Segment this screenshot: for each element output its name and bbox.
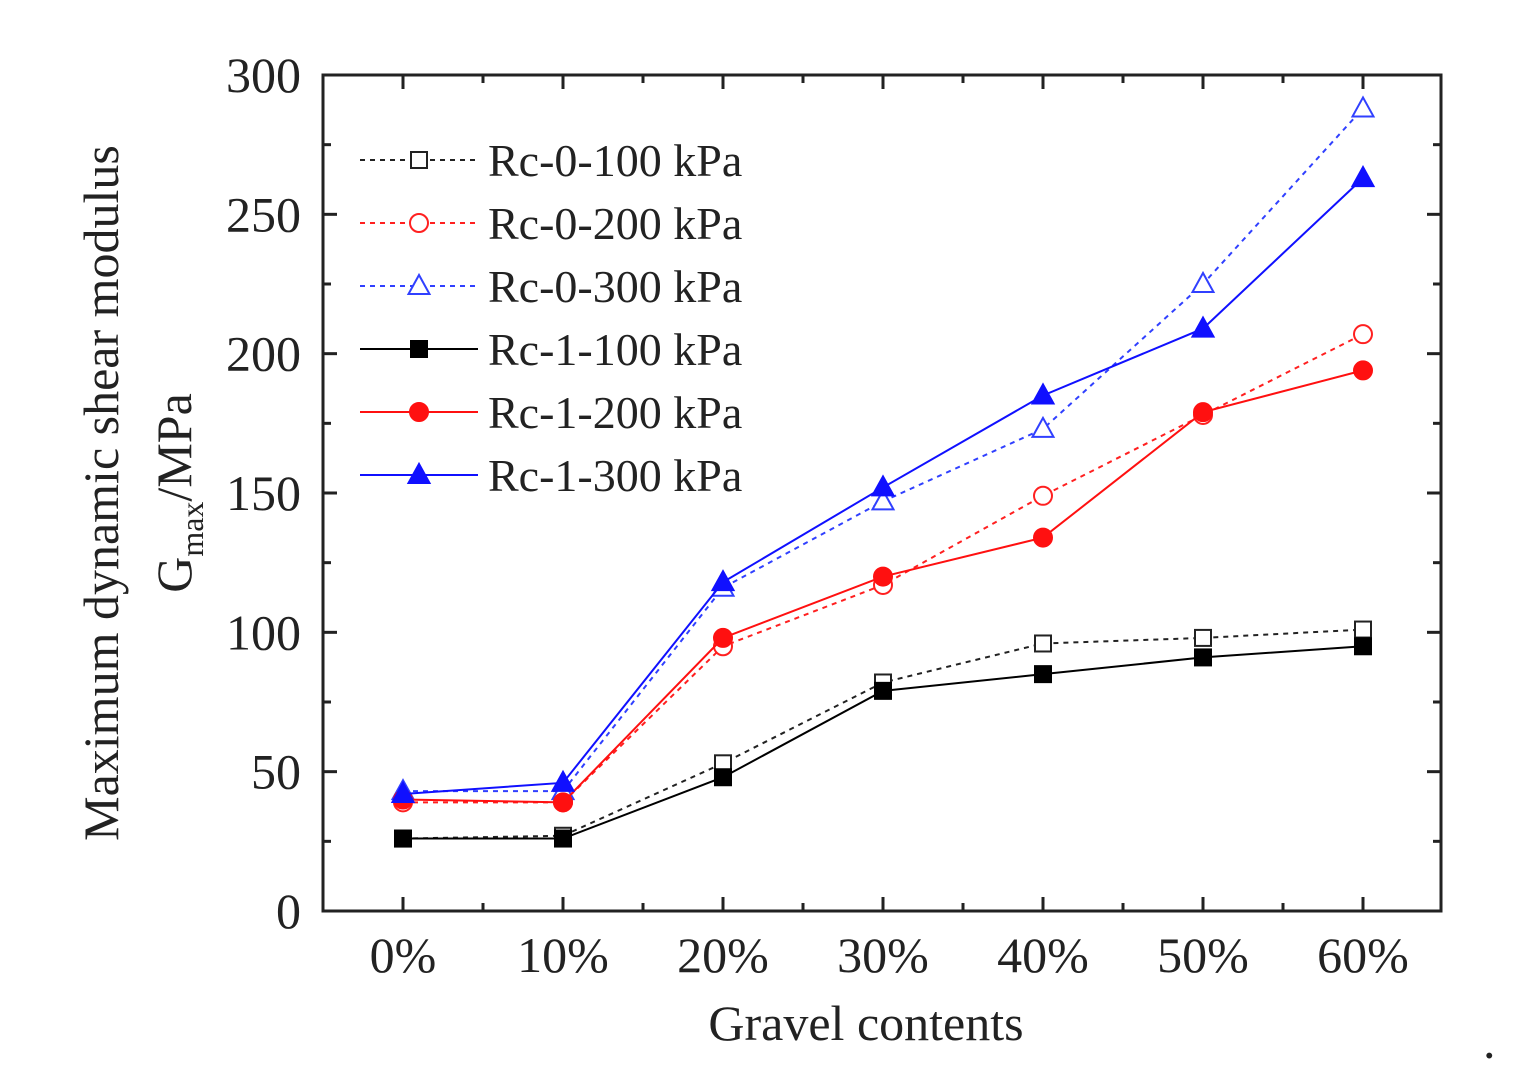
data-point — [1353, 360, 1373, 381]
x-axis-label: Gravel contents — [708, 995, 1023, 1051]
data-point — [1354, 637, 1372, 656]
data-point — [394, 829, 412, 848]
data-point — [1354, 620, 1372, 639]
y-axis-label-symbol: G — [146, 557, 202, 593]
legend-marker — [410, 340, 428, 358]
data-point — [870, 488, 896, 511]
y-tick-label: 300 — [226, 47, 301, 103]
legend-item: Rc-0-200 kPa — [360, 198, 742, 249]
legend-marker — [406, 272, 432, 295]
x-tick-label: 60% — [1317, 927, 1409, 983]
legend-item: Rc-0-100 kPa — [360, 135, 742, 186]
y-axis-label-subscript: max — [174, 502, 210, 557]
legend-item: Rc-1-100 kPa — [360, 324, 742, 375]
data-point — [1194, 648, 1212, 667]
data-point — [874, 681, 892, 700]
y-axis-label-line2: Gmax/MPa — [146, 393, 210, 593]
x-tick-label: 30% — [837, 927, 929, 983]
data-point — [1030, 382, 1056, 405]
legend-marker — [410, 151, 428, 169]
data-point — [713, 627, 733, 648]
data-point — [1034, 634, 1052, 653]
y-axis-label: Maximum dynamic shear modulus Gmax/MPa — [73, 145, 210, 841]
x-tick-label: 50% — [1157, 927, 1249, 983]
series-line — [402, 628, 1364, 840]
legend-label: Rc-0-300 kPa — [488, 261, 742, 312]
data-point — [1193, 402, 1213, 423]
data-point — [710, 569, 736, 592]
data-point — [554, 829, 572, 848]
data-point — [1190, 270, 1216, 293]
y-axis-label-unit: /MPa — [146, 393, 202, 501]
data-point — [714, 768, 732, 787]
data-point — [1033, 485, 1053, 506]
data-point — [1350, 165, 1376, 188]
series-group — [390, 95, 1376, 848]
data-point — [550, 769, 576, 792]
x-tick-labels: 0% 10% 20% 30% 40% 50% 60% — [370, 927, 1409, 983]
y-axis-label-line1: Maximum dynamic shear modulus — [73, 145, 129, 841]
data-point — [1034, 665, 1052, 684]
legend-marker — [409, 213, 429, 233]
legend-label: Rc-1-100 kPa — [488, 324, 742, 375]
data-point — [553, 792, 573, 813]
series-rc-1-200-kpa — [393, 360, 1373, 813]
series-rc-1-300-kpa — [390, 165, 1376, 803]
y-tick-labels: 0 50 100 150 200 250 300 — [226, 47, 301, 939]
data-point — [1190, 315, 1216, 338]
legend-item: Rc-1-300 kPa — [360, 450, 742, 501]
x-tick-label: 40% — [997, 927, 1089, 983]
trailing-mark: . — [1483, 1013, 1496, 1069]
legend-marker — [406, 461, 432, 484]
legend-label: Rc-0-200 kPa — [488, 198, 742, 249]
y-tick-label: 150 — [226, 465, 301, 521]
series-rc-1-100-kpa — [394, 637, 1372, 848]
legend-label: Rc-1-200 kPa — [488, 387, 742, 438]
legend-item: Rc-0-300 kPa — [360, 261, 742, 312]
data-point — [873, 566, 893, 587]
legend-label: Rc-1-300 kPa — [488, 450, 742, 501]
data-point — [870, 474, 896, 497]
y-tick-label: 200 — [226, 326, 301, 382]
x-tick-label: 10% — [517, 927, 609, 983]
data-point — [1194, 628, 1212, 647]
legend: Rc-0-100 kPa Rc-0-200 kPa Rc-0-300 kPa Rc-1… — [360, 135, 742, 501]
y-tick-label: 50 — [251, 744, 301, 800]
y-tick-label: 100 — [226, 604, 301, 660]
x-tick-label: 0% — [370, 927, 437, 983]
legend-item: Rc-1-200 kPa — [360, 387, 742, 438]
y-tick-label: 250 — [226, 186, 301, 242]
legend-marker — [409, 402, 429, 422]
data-point — [1353, 324, 1373, 345]
data-point — [1350, 95, 1376, 118]
data-point — [390, 780, 416, 803]
data-point — [1030, 415, 1056, 438]
x-tick-label: 20% — [677, 927, 769, 983]
axis-ticks — [323, 73, 1441, 913]
y-tick-label: 0 — [276, 883, 301, 939]
data-point — [1033, 527, 1053, 548]
legend-label: Rc-0-100 kPa — [488, 135, 742, 186]
